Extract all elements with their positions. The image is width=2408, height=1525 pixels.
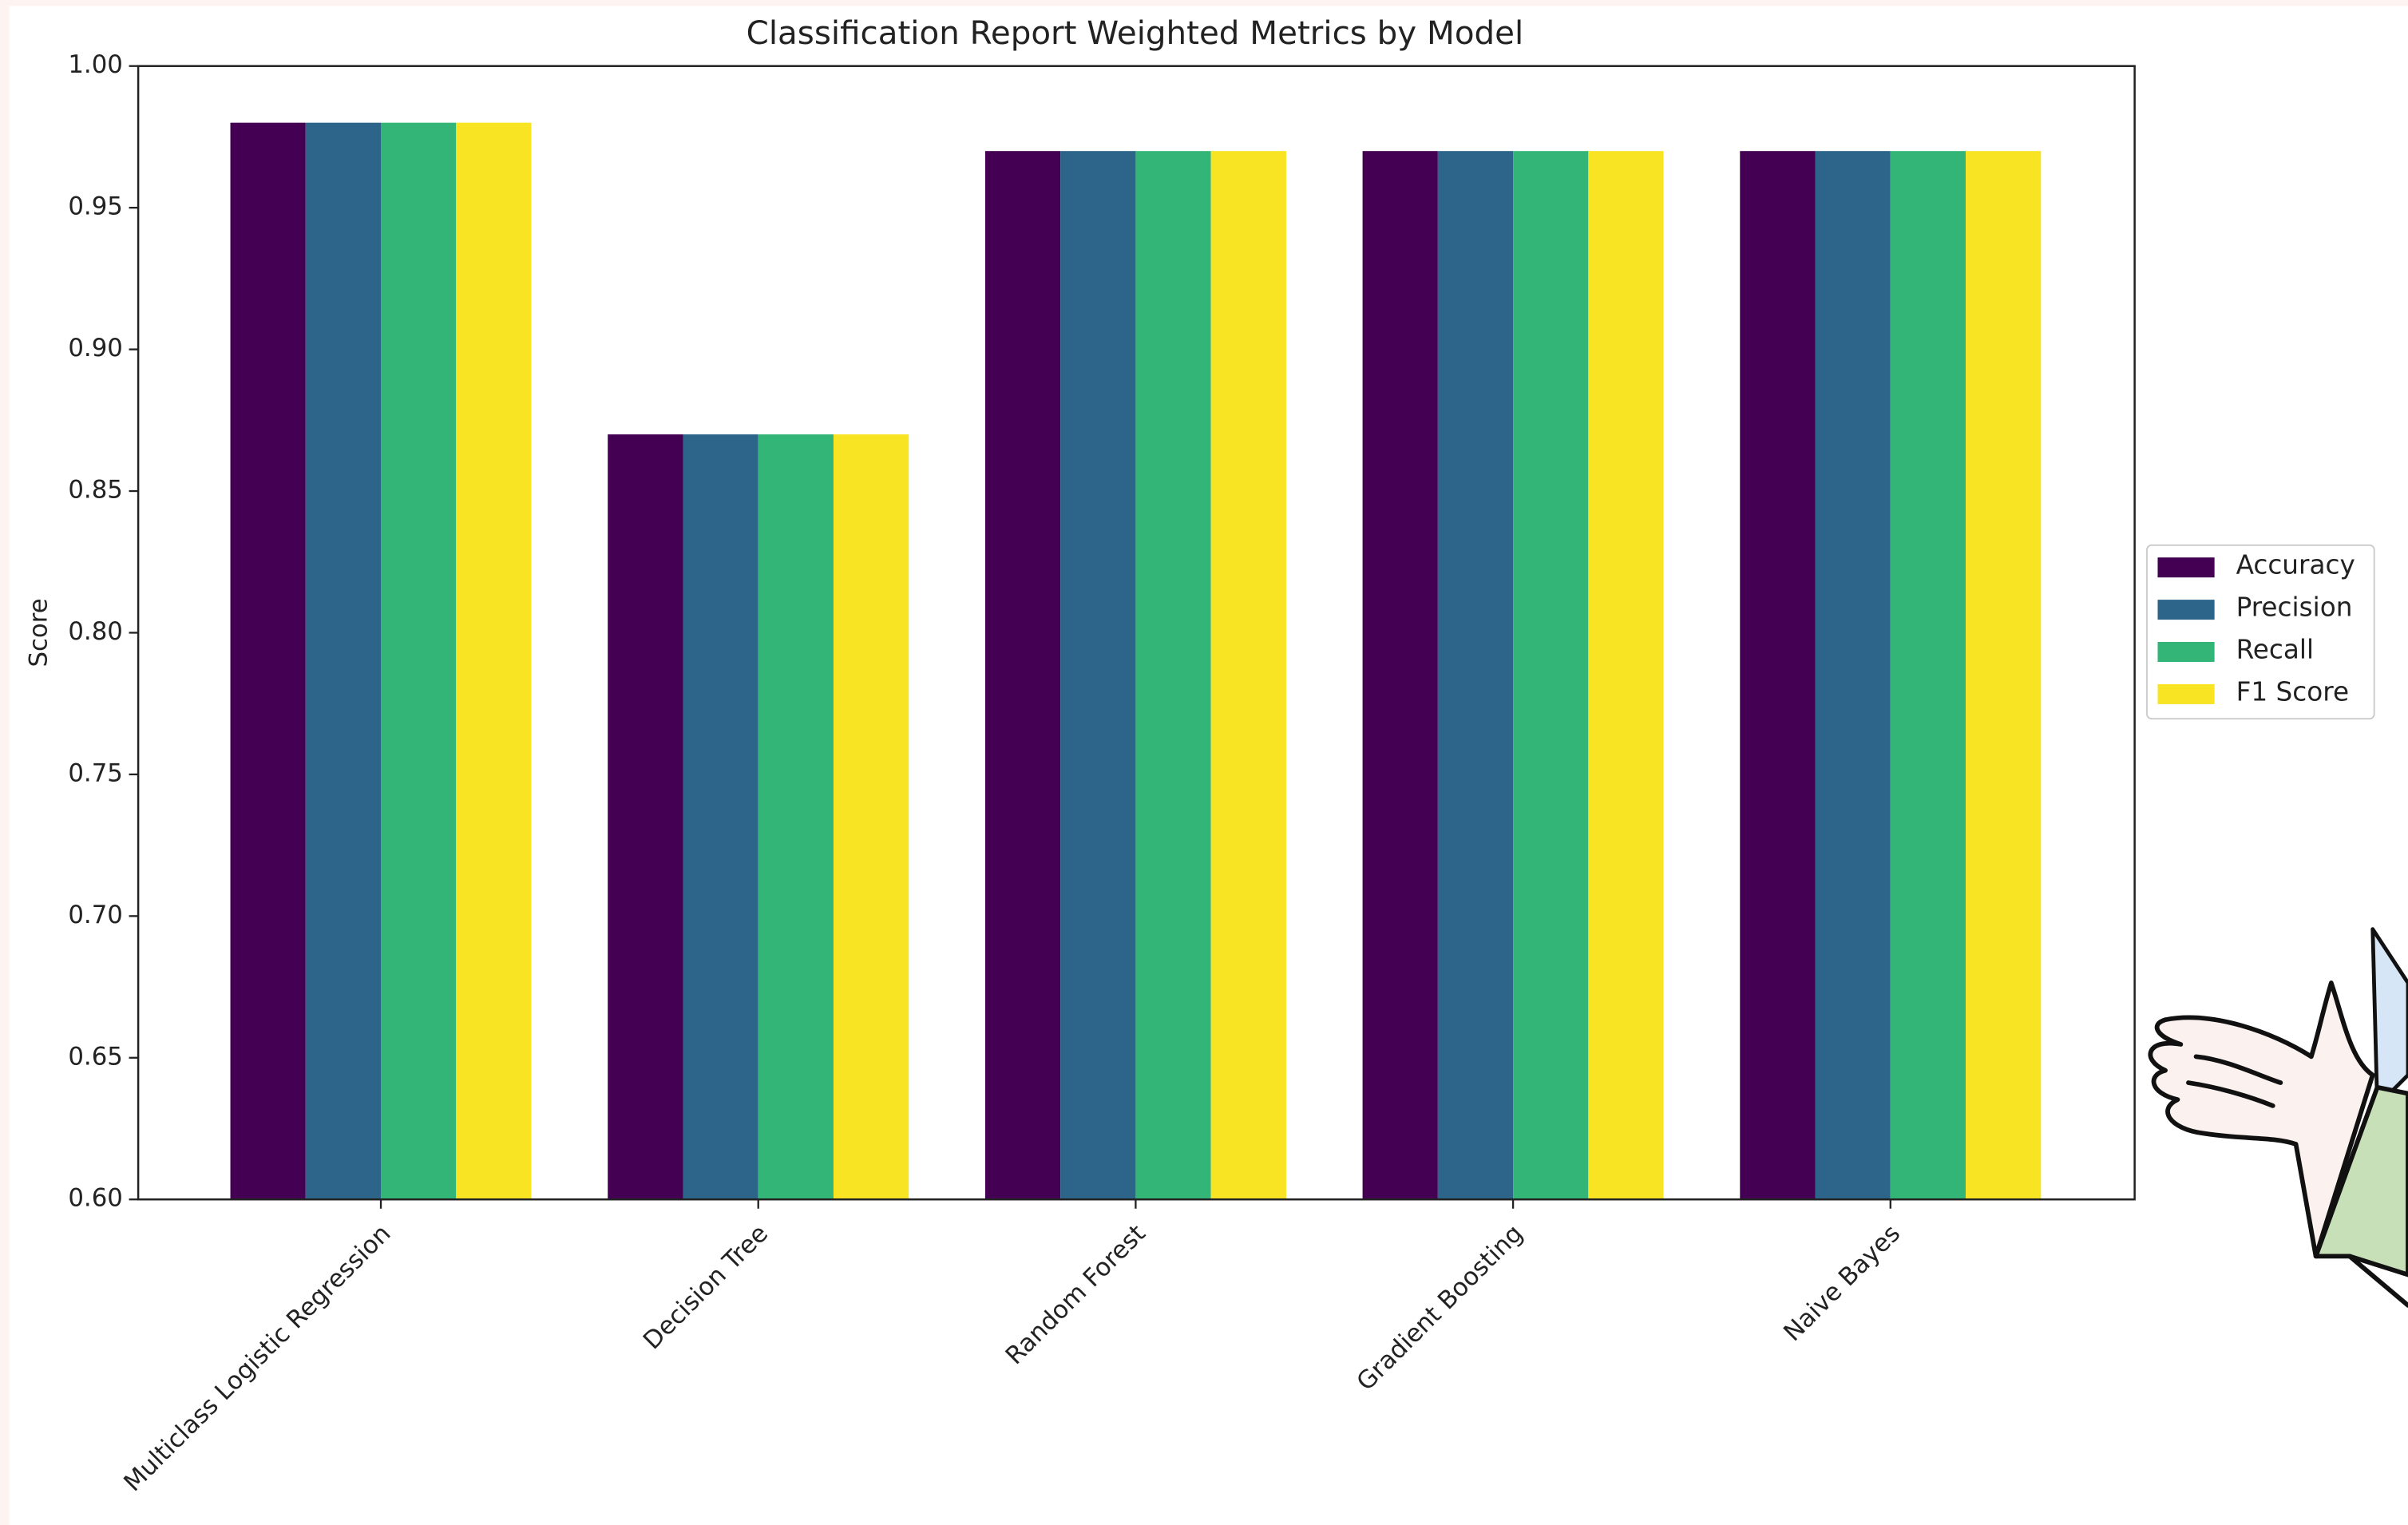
y-axis-label: Score [25,598,53,667]
legend-label: Accuracy [2236,550,2355,580]
y-tick-label: 0.95 [68,192,123,221]
y-tick-label: 0.85 [68,476,123,505]
legend-box [2146,544,2375,720]
bar [305,122,382,1200]
legend: Accuracy Precision Recall F1 Score [2146,544,2375,720]
bar [1210,151,1286,1200]
legend-swatch [2157,642,2215,663]
y-tick-label: 0.75 [68,759,123,787]
bar [1437,151,1514,1200]
bar [1890,151,1966,1200]
bar [833,434,909,1200]
hand-illustration [2148,927,2408,1308]
y-tick-label: 0.90 [68,334,123,362]
bar [1060,151,1136,1200]
bar [1362,151,1438,1200]
bar [1513,151,1589,1200]
y-tick-label: 0.60 [68,1184,123,1213]
bar [1740,151,1816,1200]
bar [758,434,834,1200]
legend-label: Precision [2236,592,2353,623]
y-tick-label: 1.00 [68,50,123,79]
legend-swatch [2157,683,2215,704]
bar [1966,151,2042,1200]
bar [456,122,532,1200]
bar [1135,151,1211,1200]
bar [683,434,758,1200]
legend-label: F1 Score [2236,676,2350,707]
y-tick-label: 0.80 [68,617,123,646]
y-tick-label: 0.65 [68,1042,123,1071]
bar [230,122,306,1200]
bar [984,151,1061,1200]
plot-area [230,122,2042,1200]
legend-swatch [2157,600,2215,620]
y-tick-label: 0.70 [68,901,123,929]
legend-label: Recall [2236,635,2315,665]
bar [1588,151,1664,1200]
legend-swatch [2157,557,2215,578]
bar [381,122,457,1200]
bar [1815,151,1891,1200]
bar [608,434,683,1200]
chart-title: Classification Report Weighted Metrics b… [747,14,1524,52]
